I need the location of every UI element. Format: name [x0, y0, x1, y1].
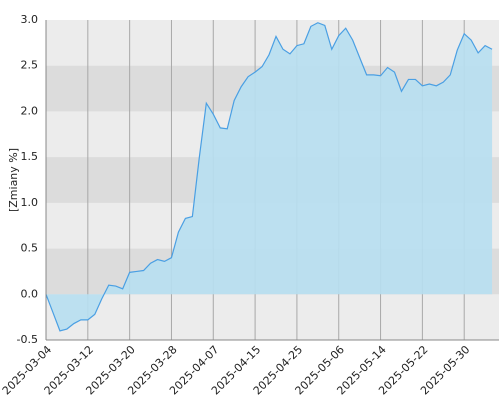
area [46, 22, 493, 331]
y-tick-label: 0.5 [21, 242, 39, 255]
line [45, 22, 493, 332]
y-tick-label: 1.5 [21, 150, 39, 163]
y-tick-label: -0.5 [17, 333, 38, 346]
y-tick-label: 2.5 [21, 59, 39, 72]
y-tick-label: 3.0 [21, 13, 39, 26]
y-tick-label: 2.0 [21, 104, 39, 117]
y-tick-label: 1.0 [21, 196, 39, 209]
y-tick-label: 0.0 [21, 287, 39, 300]
y-axis-label: [Zmiany %] [7, 148, 20, 212]
